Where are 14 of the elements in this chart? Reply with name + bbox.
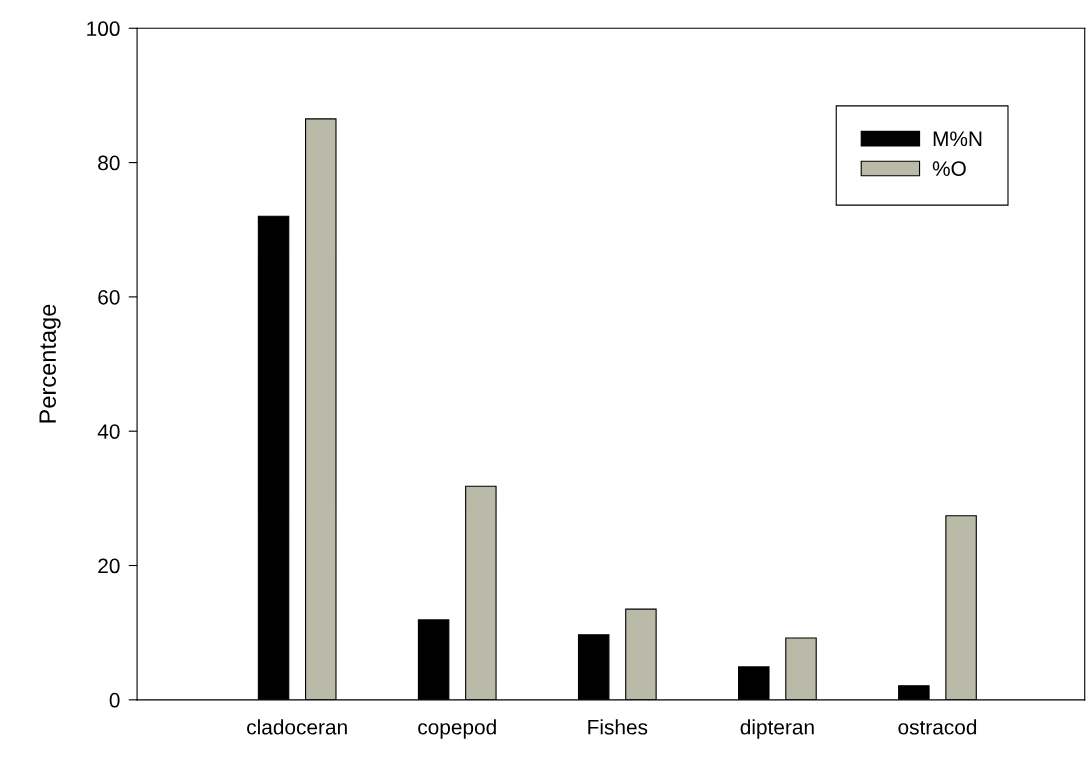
x-tick-label: copepod (418, 719, 496, 739)
legend-label: M%N (933, 131, 982, 147)
y-tick-label: 80 (98, 155, 120, 171)
y-axis-title: Percentage (39, 304, 61, 423)
x-tick-label: cladoceran (247, 719, 347, 735)
legend-label: %O (932, 161, 966, 176)
x-tick-label: Fishes (588, 719, 648, 735)
y-tick-label: 60 (98, 289, 120, 305)
y-tick-label: 0 (109, 692, 120, 708)
y-tick-label: 100 (87, 21, 120, 37)
y-tick-label: 40 (97, 424, 120, 439)
y-tick-label: 20 (98, 558, 120, 574)
x-tick-label: ostracod (898, 719, 977, 735)
x-tick-label: dipteran (740, 719, 814, 739)
